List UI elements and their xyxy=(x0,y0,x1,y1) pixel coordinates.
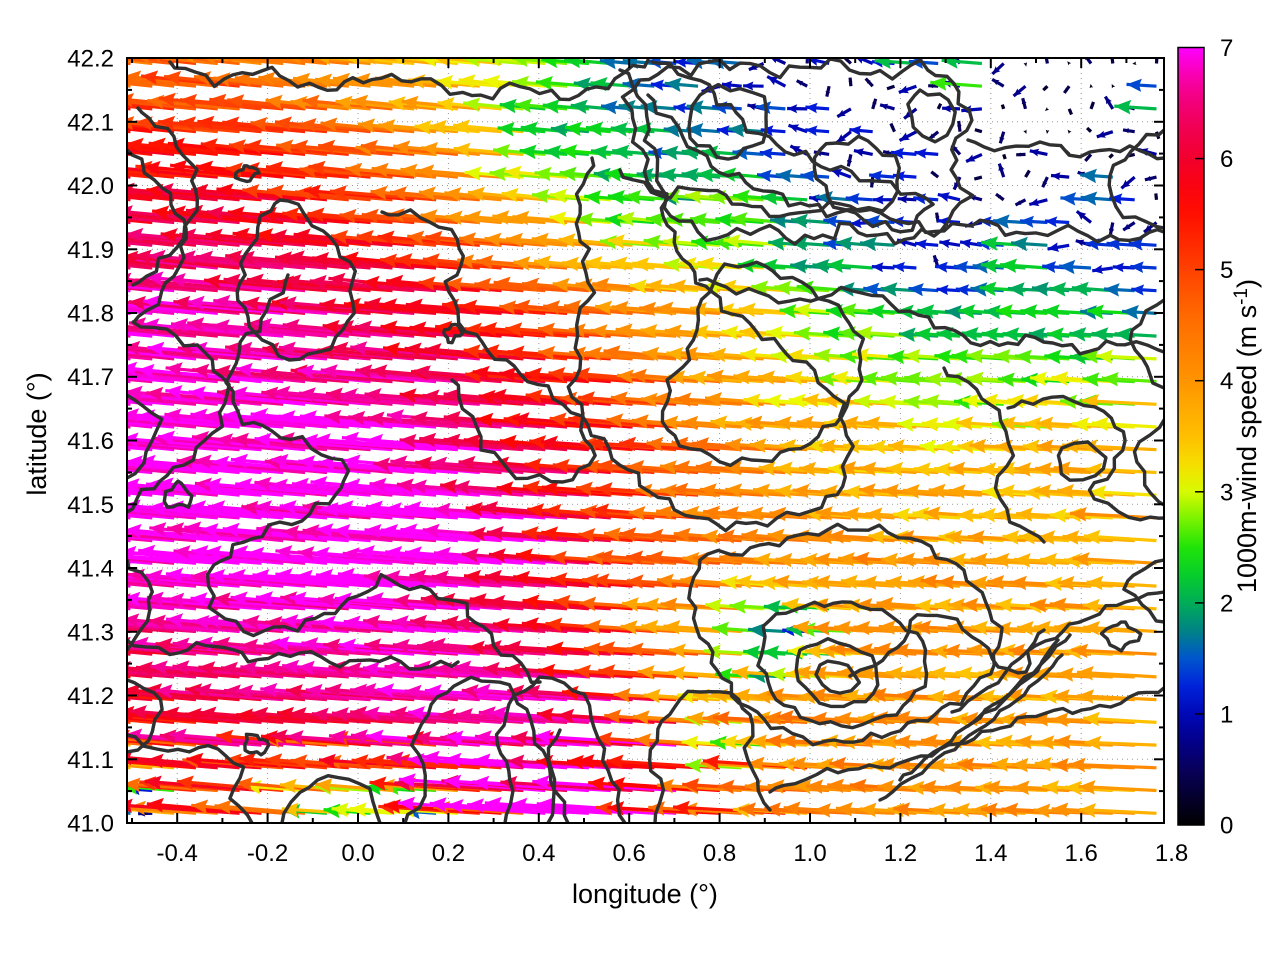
svg-text:5: 5 xyxy=(1220,257,1233,284)
svg-text:41.1: 41.1 xyxy=(67,747,114,774)
svg-text:latitude (°): latitude (°) xyxy=(22,372,52,495)
svg-text:0: 0 xyxy=(1220,813,1233,840)
svg-text:0.2: 0.2 xyxy=(432,840,465,867)
svg-text:42.1: 42.1 xyxy=(67,109,114,136)
svg-text:0.0: 0.0 xyxy=(341,840,374,867)
svg-text:42.0: 42.0 xyxy=(67,173,114,200)
svg-text:1000m-wind speed (m s-1): 1000m-wind speed (m s-1) xyxy=(1231,279,1262,593)
svg-text:longitude (°): longitude (°) xyxy=(572,879,718,909)
svg-text:-0.2: -0.2 xyxy=(247,840,288,867)
svg-text:41.7: 41.7 xyxy=(67,364,114,391)
svg-text:1: 1 xyxy=(1220,701,1233,728)
svg-text:41.0: 41.0 xyxy=(67,811,114,838)
svg-text:42.2: 42.2 xyxy=(67,46,114,73)
svg-text:7: 7 xyxy=(1220,35,1233,62)
svg-text:0.6: 0.6 xyxy=(613,840,646,867)
svg-text:1.2: 1.2 xyxy=(884,840,917,867)
svg-text:41.4: 41.4 xyxy=(67,556,114,583)
svg-text:0.4: 0.4 xyxy=(522,840,555,867)
svg-text:41.8: 41.8 xyxy=(67,301,114,328)
svg-text:41.9: 41.9 xyxy=(67,237,114,264)
svg-text:41.5: 41.5 xyxy=(67,492,114,519)
svg-text:41.2: 41.2 xyxy=(67,683,114,710)
svg-text:1.0: 1.0 xyxy=(793,840,826,867)
svg-text:-0.4: -0.4 xyxy=(157,840,198,867)
svg-text:3: 3 xyxy=(1220,479,1233,506)
svg-text:6: 6 xyxy=(1220,146,1233,173)
svg-text:0.8: 0.8 xyxy=(703,840,736,867)
svg-text:1.6: 1.6 xyxy=(1065,840,1098,867)
svg-text:4: 4 xyxy=(1220,368,1233,395)
svg-text:2: 2 xyxy=(1220,590,1233,617)
svg-text:41.3: 41.3 xyxy=(67,619,114,646)
svg-text:41.6: 41.6 xyxy=(67,428,114,455)
svg-text:1.4: 1.4 xyxy=(974,840,1007,867)
svg-text:1.8: 1.8 xyxy=(1155,840,1188,867)
